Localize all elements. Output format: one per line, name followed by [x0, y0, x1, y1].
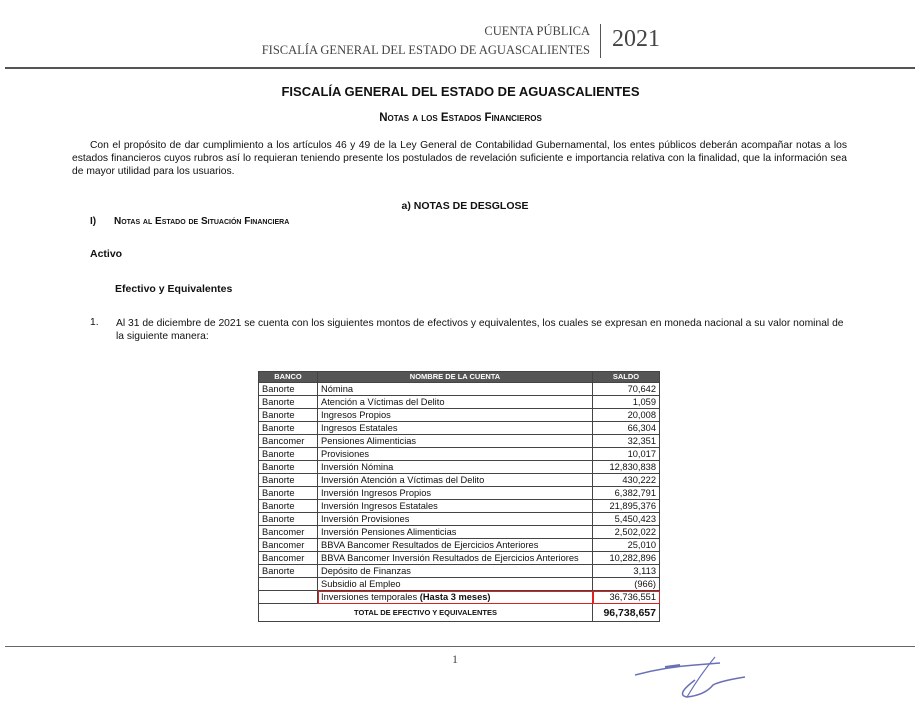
cell-saldo: 1,059 [592, 395, 660, 409]
section-i-title: Notas al Estado de Situación Financiera [114, 216, 290, 227]
cell-cuenta: Ingresos Propios [317, 408, 593, 422]
cell-cuenta: Depósito de Finanzas [317, 564, 593, 578]
section-a-heading: a) NOTAS DE DESGLOSE [401, 200, 529, 212]
bottom-rule [5, 646, 915, 647]
cuenta-term: (Hasta 3 meses) [419, 592, 491, 602]
header-cuenta-publica: CUENTA PÚBLICA [484, 24, 590, 38]
cell-cuenta: Inversión Ingresos Estatales [317, 499, 593, 513]
cell-saldo: 10,017 [592, 447, 660, 461]
table-row: Banorte Inversión Provisiones 5,450,423 [258, 512, 660, 526]
header-saldo: SALDO [592, 371, 660, 383]
header-entity: FISCALÍA GENERAL DEL ESTADO DE AGUASCALI… [261, 43, 590, 57]
top-rule [5, 67, 915, 69]
cell-banco: Banorte [258, 564, 318, 578]
cell-banco: Banorte [258, 421, 318, 435]
table-row: Banorte Inversión Nómina 12,830,838 [258, 460, 660, 474]
cell-saldo: (966) [592, 577, 660, 591]
cell-banco: Banorte [258, 460, 318, 474]
table-row: Bancomer BBVA Bancomer Inversión Resultad… [258, 551, 660, 565]
total-saldo: 96,738,657 [592, 603, 660, 622]
cash-equivalents-table: BANCO NOMBRE DE LA CUENTA SALDO Banorte N… [258, 371, 660, 622]
table-row: Bancomer Pensiones Alimenticias 32,351 [258, 434, 660, 448]
cell-banco: Banorte [258, 486, 318, 500]
cell-cuenta: Inversión Ingresos Propios [317, 486, 593, 500]
cell-cuenta: Inversión Provisiones [317, 512, 593, 526]
total-row: TOTAL DE EFECTIVO Y EQUIVALENTES 96,738,6… [258, 603, 660, 622]
cuenta-name: Inversiones temporales [321, 592, 418, 602]
table-row: Banorte Inversión Ingresos Estatales 21,89… [258, 499, 660, 513]
cell-saldo: 5,450,423 [592, 512, 660, 526]
cell-saldo: 36,736,551 [592, 590, 660, 604]
cell-banco [258, 577, 318, 591]
item-text: Al 31 de diciembre de 2021 se cuenta con… [116, 318, 844, 342]
cell-banco: Bancomer [258, 538, 318, 552]
cell-cuenta: Subsidio al Empleo [317, 577, 593, 591]
cell-cuenta: Inversión Nómina [317, 460, 593, 474]
cell-cuenta: Inversión Atención a Víctimas del Delito [317, 473, 593, 487]
cell-banco: Banorte [258, 499, 318, 513]
signature-image [634, 656, 746, 698]
page-number: 1 [452, 652, 458, 666]
cell-saldo: 6,382,791 [592, 486, 660, 500]
table-row: Bancomer Inversión Pensiones Alimenticias… [258, 525, 660, 539]
cell-cuenta: Inversiones temporales (Hasta 3 meses) [317, 590, 593, 604]
header-divider [600, 24, 602, 58]
cell-saldo: 2,502,022 [592, 525, 660, 539]
cell-cuenta: Atención a Víctimas del Delito [317, 395, 593, 409]
cell-saldo: 20,008 [592, 408, 660, 422]
cell-banco: Banorte [258, 395, 318, 409]
cell-saldo: 25,010 [592, 538, 660, 552]
header-cuenta: NOMBRE DE LA CUENTA [317, 371, 593, 383]
table-row: Banorte Inversión Ingresos Propios 6,382,7… [258, 486, 660, 500]
efectivo-heading: Efectivo y Equivalentes [115, 283, 233, 295]
cell-cuenta: Provisiones [317, 447, 593, 461]
table-row: Subsidio al Empleo (966) [258, 577, 660, 591]
cell-saldo: 430,222 [592, 473, 660, 487]
cell-saldo: 66,304 [592, 421, 660, 435]
cell-banco: Banorte [258, 473, 318, 487]
table-row: Banorte Ingresos Estatales 66,304 [258, 421, 660, 435]
table-header-row: BANCO NOMBRE DE LA CUENTA SALDO [258, 371, 660, 383]
cell-cuenta: Ingresos Estatales [317, 421, 593, 435]
cell-saldo: 12,830,838 [592, 460, 660, 474]
item-number: 1. [90, 317, 99, 328]
cell-banco: Banorte [258, 408, 318, 422]
cell-cuenta: Inversión Pensiones Alimenticias [317, 525, 593, 539]
section-i-number: I) [90, 216, 97, 227]
table-row: Banorte Nómina 70,642 [258, 382, 660, 396]
page-subtitle: Notas a los Estados Financieros [379, 112, 542, 124]
table-row: Banorte Ingresos Propios 20,008 [258, 408, 660, 422]
table-row: Banorte Atención a Víctimas del Delito 1,0… [258, 395, 660, 409]
page-title: FISCALÍA GENERAL DEL ESTADO DE AGUASCALI… [281, 84, 640, 99]
table-row: Bancomer BBVA Bancomer Resultados de Ejer… [258, 538, 660, 552]
total-label: TOTAL DE EFECTIVO Y EQUIVALENTES [258, 603, 593, 622]
cell-cuenta: BBVA Bancomer Inversión Resultados de Ej… [317, 551, 593, 565]
header-banco: BANCO [258, 371, 318, 383]
cell-saldo: 3,113 [592, 564, 660, 578]
table-row: Banorte Provisiones 10,017 [258, 447, 660, 461]
cell-banco [258, 590, 318, 604]
cell-banco: Bancomer [258, 551, 318, 565]
cell-cuenta: Nómina [317, 382, 593, 396]
cell-cuenta: Pensiones Alimenticias [317, 434, 593, 448]
cell-saldo: 10,282,896 [592, 551, 660, 565]
cell-banco: Banorte [258, 512, 318, 526]
table-row: Banorte Inversión Atención a Víctimas del… [258, 473, 660, 487]
activo-heading: Activo [90, 248, 123, 260]
cell-saldo: 70,642 [592, 382, 660, 396]
cell-banco: Bancomer [258, 525, 318, 539]
intro-paragraph: Con el propósito de dar cumplimiento a l… [72, 140, 847, 177]
cell-cuenta: BBVA Bancomer Resultados de Ejercicios A… [317, 538, 593, 552]
cell-saldo: 21,895,376 [592, 499, 660, 513]
table-row: Banorte Depósito de Finanzas 3,113 [258, 564, 660, 578]
cell-banco: Banorte [258, 447, 318, 461]
header-year: 2021 [612, 26, 660, 52]
cell-banco: Banorte [258, 382, 318, 396]
highlighted-row: Inversiones temporales (Hasta 3 meses) 36… [258, 590, 660, 604]
cell-banco: Bancomer [258, 434, 318, 448]
cell-saldo: 32,351 [592, 434, 660, 448]
